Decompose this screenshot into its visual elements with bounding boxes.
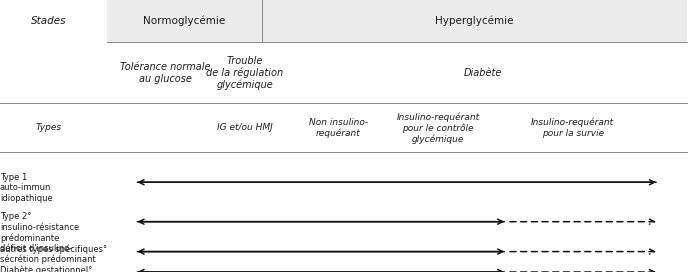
Text: Diabète: Diabète <box>464 68 502 78</box>
Text: autres types spécifiques°: autres types spécifiques° <box>0 245 107 254</box>
Text: Stades: Stades <box>30 16 66 26</box>
Text: Normoglycémie: Normoglycémie <box>144 16 226 26</box>
Text: IG et/ou HMJ: IG et/ou HMJ <box>217 123 273 132</box>
Bar <box>107 0 262 42</box>
Text: Non insulino-
requérant: Non insulino- requérant <box>308 118 368 138</box>
Text: Types: Types <box>35 123 61 132</box>
Text: Type 2°
insulino-résistance
prédominante
déficit d'insulino-
sécrétion prédomina: Type 2° insulino-résistance prédominante… <box>0 212 96 264</box>
Text: Insulino-requérant
pour la survie: Insulino-requérant pour la survie <box>531 118 614 138</box>
Text: Diabète gestationnel°: Diabète gestationnel° <box>0 265 92 272</box>
Text: Tolérance normale
au glucose: Tolérance normale au glucose <box>120 62 211 84</box>
Text: Hyperglycémie: Hyperglycémie <box>435 16 513 26</box>
Text: Trouble
de la régulation
glycémique: Trouble de la régulation glycémique <box>206 55 284 90</box>
Bar <box>262 0 687 42</box>
Text: Type 1
auto-immun
idiopathique: Type 1 auto-immun idiopathique <box>0 173 52 203</box>
Text: Insulino-requérant
pour le contrôle
glycémique: Insulino-requérant pour le contrôle glyc… <box>397 112 480 144</box>
